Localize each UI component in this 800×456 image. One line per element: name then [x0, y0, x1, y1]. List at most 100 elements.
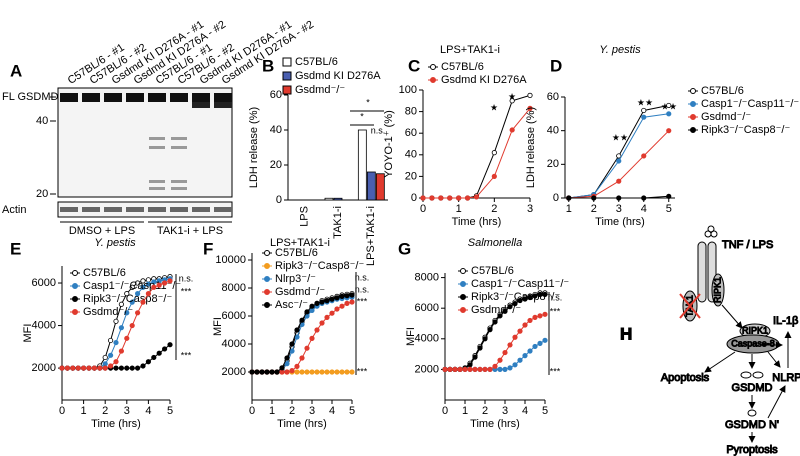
- annotation: n.s.: [355, 284, 370, 294]
- annotation: ***: [550, 366, 561, 376]
- legend-marker: [72, 270, 78, 276]
- annotation: ★: [490, 102, 498, 112]
- band: [126, 207, 144, 212]
- data-point: [162, 346, 168, 352]
- data-point: [641, 153, 647, 159]
- data-point: [64, 365, 71, 371]
- data-point: [314, 369, 320, 375]
- y-axis-label: LDH release (%): [248, 107, 260, 188]
- gsdmd-n-icon: [747, 409, 757, 417]
- legend-label: Ripk3⁻/⁻Casp8⁻/⁻: [471, 291, 560, 303]
- data-point: [140, 284, 146, 290]
- data-point: [135, 280, 141, 286]
- data-point: [502, 366, 508, 372]
- data-point: [542, 291, 548, 298]
- band: [104, 207, 122, 212]
- x-tick-label: 0: [249, 405, 255, 417]
- data-point: [349, 292, 355, 298]
- y-tick-label: 4000: [415, 333, 439, 345]
- apoptosis-label: Apoptosis: [661, 372, 710, 384]
- y-axis-label: MFI: [405, 327, 417, 346]
- data-point: [108, 352, 114, 358]
- data-point: [334, 306, 340, 312]
- annotation: n.s.: [371, 125, 386, 135]
- data-point: [249, 369, 255, 375]
- y-tick-label: 60: [270, 89, 282, 101]
- legend-marker: [460, 281, 466, 287]
- y-tick-label: 2000: [222, 366, 246, 378]
- data-point: [349, 299, 355, 305]
- x-axis-label: Time (hrs): [91, 418, 141, 430]
- data-point: [666, 111, 672, 117]
- row-label: Actin: [2, 204, 26, 216]
- data-point: [497, 366, 503, 372]
- marker-label: 20: [36, 188, 48, 200]
- chart-title: LPS+TAK1-i: [440, 44, 500, 56]
- y-tick-label: 4000: [222, 338, 246, 350]
- x-tick-label: 1: [462, 405, 468, 417]
- data-point: [108, 363, 114, 369]
- band: [149, 187, 165, 190]
- data-point: [299, 317, 305, 323]
- data-point: [145, 359, 151, 365]
- gsdmd-label: GSDMD: [732, 382, 773, 394]
- data-point: [502, 349, 508, 356]
- data-point: [507, 342, 513, 348]
- band: [171, 137, 187, 140]
- data-point: [456, 195, 462, 201]
- y-tick-label: 20: [405, 170, 417, 182]
- ligand-icon: [707, 225, 715, 233]
- data-point: [522, 296, 528, 302]
- band: [82, 207, 100, 212]
- data-point: [473, 194, 480, 200]
- legend-marker: [430, 64, 436, 70]
- y-tick-label: 0: [553, 192, 559, 204]
- gsdmd-n-label: GSDMD N': [725, 419, 779, 431]
- data-point: [294, 369, 300, 375]
- data-point: [102, 361, 108, 367]
- data-point: [334, 369, 340, 375]
- x-tick-label: 3: [616, 203, 622, 215]
- band: [214, 207, 232, 212]
- x-tick-label: 1: [566, 203, 572, 215]
- data-point: [319, 320, 325, 326]
- data-point: [124, 365, 130, 371]
- band: [170, 93, 188, 102]
- data-point: [487, 327, 493, 333]
- data-point: [135, 291, 141, 297]
- bar: [357, 129, 367, 201]
- data-point: [118, 365, 125, 371]
- data-point: [438, 195, 444, 201]
- x-tick-label: 5: [349, 405, 355, 417]
- bar: [366, 171, 376, 201]
- x-axis-label: Time (hrs): [277, 418, 327, 430]
- data-point: [259, 369, 265, 375]
- legend-marker: [690, 88, 696, 94]
- data-point: [140, 278, 146, 284]
- data-point: [319, 369, 325, 375]
- panel-letter: A: [10, 61, 22, 80]
- annotation: ★★: [637, 97, 653, 107]
- x-tick-label: 2: [591, 203, 597, 215]
- data-point: [512, 362, 518, 368]
- legend-label: Ripk3⁻/⁻Casp8⁻/⁻: [275, 260, 364, 272]
- series-line: [252, 301, 353, 373]
- x-tick-label: 2: [482, 405, 488, 417]
- data-point: [97, 365, 103, 371]
- x-tick-label: 5: [167, 405, 173, 417]
- y-tick-label: 2000: [415, 363, 439, 375]
- nlrp3-label: NLRP3: [772, 372, 800, 384]
- data-point: [334, 295, 340, 301]
- data-point: [349, 369, 355, 375]
- data-point: [279, 369, 285, 375]
- annotation: ***: [550, 306, 561, 316]
- band: [148, 207, 166, 212]
- data-point: [113, 365, 119, 371]
- receptor-kinase-label: RIPK1: [712, 277, 722, 303]
- caspase8-label: Caspase-8: [731, 338, 775, 348]
- annotation: ***: [357, 296, 368, 306]
- data-point: [289, 367, 295, 374]
- data-point: [344, 300, 350, 306]
- legend-label: Asc⁻/⁻: [275, 299, 308, 311]
- legend-label: C57BL/6: [441, 61, 484, 73]
